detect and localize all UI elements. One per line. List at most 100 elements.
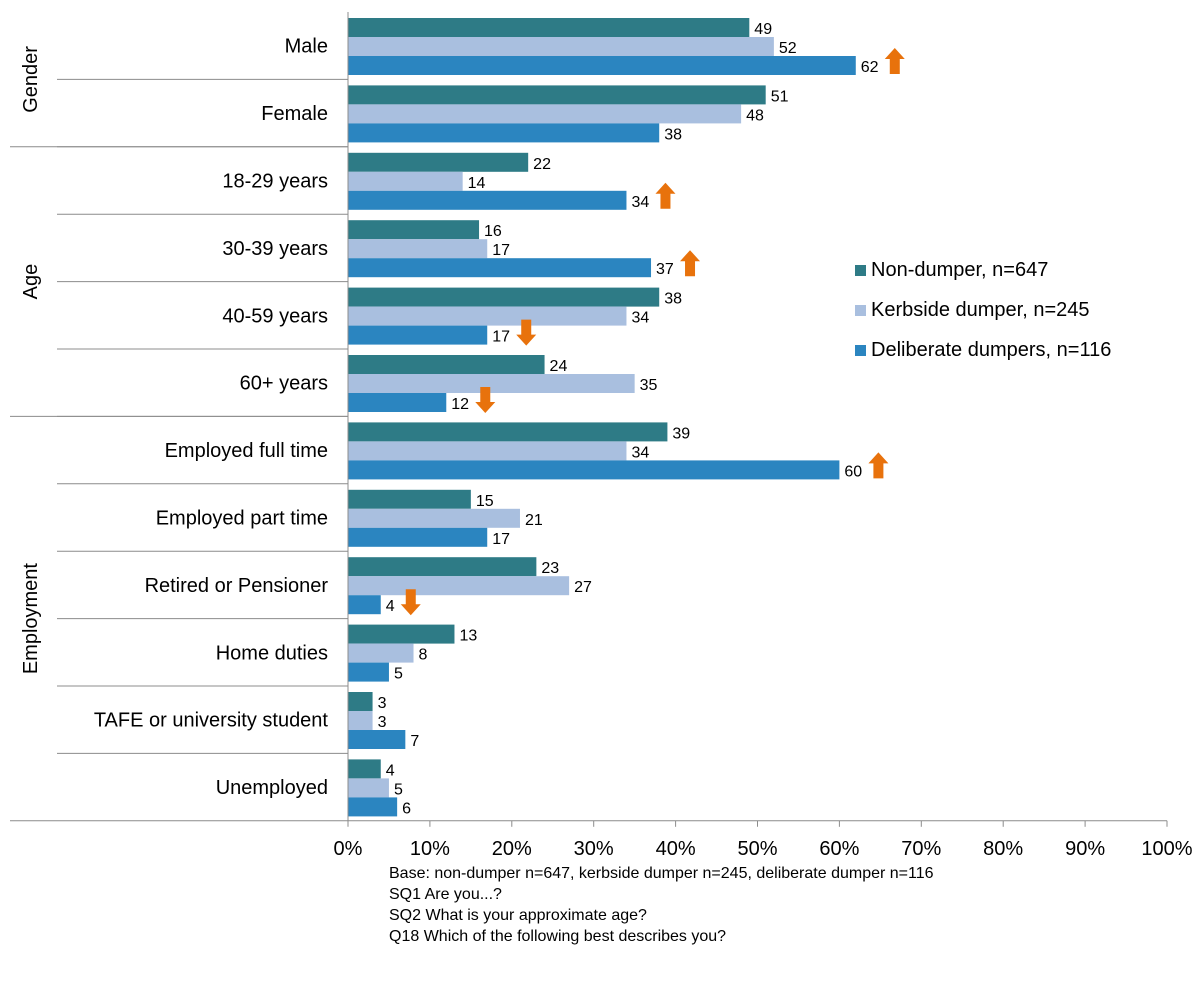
data-label-40-59-years-non-dumper: 38: [664, 291, 682, 308]
data-label-female-kerbside-dumper: 48: [746, 107, 764, 124]
data-label-home-duties-kerbside-dumper: 8: [419, 647, 428, 664]
data-label-unemployed-deliberate-dumpers: 6: [402, 800, 411, 817]
bar-18-29-years-kerbside-dumper: [348, 171, 463, 191]
bar-60-years-deliberate-dumpers: [348, 393, 447, 412]
bar-30-39-years-kerbside-dumper: [348, 239, 488, 259]
legend-label-deliberate-dumpers: Deliberate dumpers, n=116: [871, 338, 1112, 361]
legend-item-deliberate-dumpers: Deliberate dumpers, n=116: [855, 330, 1111, 370]
bar-home-duties-non-dumper: [348, 624, 455, 644]
arrow-down-icon: [516, 319, 537, 346]
bar-40-59-years-kerbside-dumper: [348, 306, 627, 326]
bar-retired-or-pensioner-non-dumper: [348, 557, 537, 577]
bar-female-deliberate-dumpers: [348, 123, 660, 143]
category-label-unemployed: Unemployed: [216, 777, 328, 799]
bar-employed-part-time-non-dumper: [348, 489, 471, 509]
bar-employed-part-time-deliberate-dumpers: [348, 527, 488, 547]
bar-employed-full-time-kerbside-dumper: [348, 441, 627, 461]
data-label-retired-or-pensioner-non-dumper: 23: [541, 560, 559, 577]
arrow-up-icon: [884, 48, 905, 74]
x-tick-label: 50%: [737, 838, 777, 860]
data-label-home-duties-deliberate-dumpers: 5: [394, 666, 403, 683]
category-label-retired-or-pensioner: Retired or Pensioner: [145, 575, 329, 597]
x-tick-label: 100%: [1141, 838, 1192, 860]
data-label-employed-part-time-non-dumper: 15: [476, 493, 494, 510]
arrow-up-icon: [680, 250, 701, 277]
data-label-30-39-years-non-dumper: 16: [484, 223, 502, 240]
bar-tafe-or-university-student-non-dumper: [348, 692, 373, 711]
footnotes: Base: non-dumper n=647, kerbside dumper …: [389, 863, 934, 947]
bar-male-kerbside-dumper: [348, 37, 774, 56]
x-tick-label: 80%: [983, 838, 1023, 860]
bar-tafe-or-university-student-deliberate-dumpers: [348, 730, 406, 749]
bar-retired-or-pensioner-deliberate-dumpers: [348, 595, 381, 615]
category-label-employed-part-time: Employed part time: [156, 508, 328, 530]
x-tick-label: 0%: [334, 838, 363, 860]
data-label-home-duties-non-dumper: 13: [459, 628, 477, 645]
data-label-employed-part-time-deliberate-dumpers: 17: [492, 531, 510, 548]
category-label-40-59-years: 40-59 years: [222, 305, 328, 327]
arrow-up-icon: [868, 452, 889, 479]
data-label-60-years-kerbside-dumper: 35: [640, 377, 658, 394]
bar-tafe-or-university-student-kerbside-dumper: [348, 711, 373, 730]
data-label-retired-or-pensioner-deliberate-dumpers: 4: [386, 598, 395, 615]
x-tick-label: 60%: [819, 838, 859, 860]
legend-label-non-dumper: Non-dumper, n=647: [871, 258, 1049, 281]
bar-60-years-non-dumper: [348, 355, 545, 374]
category-label-female: Female: [261, 103, 328, 125]
bar-male-non-dumper: [348, 18, 750, 37]
x-tick-label: 30%: [574, 838, 614, 860]
bar-unemployed-non-dumper: [348, 759, 381, 779]
bar-male-deliberate-dumpers: [348, 56, 856, 75]
bar-home-duties-deliberate-dumpers: [348, 662, 389, 682]
data-label-male-kerbside-dumper: 52: [779, 40, 797, 57]
arrow-up-icon: [655, 182, 676, 209]
legend-item-non-dumper: Non-dumper, n=647: [855, 250, 1111, 290]
data-label-employed-full-time-kerbside-dumper: 34: [631, 444, 649, 461]
bar-home-duties-kerbside-dumper: [348, 643, 414, 663]
legend-swatch-non-dumper: [855, 264, 866, 276]
x-tick-label: 10%: [410, 838, 450, 860]
category-label-60-years: 60+ years: [240, 373, 328, 395]
data-label-male-deliberate-dumpers: 62: [861, 59, 879, 76]
x-tick-label: 20%: [492, 838, 532, 860]
group-label-employment: Employment: [20, 563, 42, 675]
bar-employed-full-time-deliberate-dumpers: [348, 460, 840, 480]
data-label-unemployed-non-dumper: 4: [386, 762, 395, 779]
data-label-employed-full-time-deliberate-dumpers: 60: [844, 463, 862, 480]
data-label-female-non-dumper: 51: [771, 88, 789, 105]
group-label-age: Age: [20, 264, 42, 300]
bar-30-39-years-non-dumper: [348, 220, 480, 240]
data-label-18-29-years-kerbside-dumper: 14: [468, 175, 486, 192]
bar-retired-or-pensioner-kerbside-dumper: [348, 576, 570, 596]
bar-unemployed-deliberate-dumpers: [348, 797, 398, 817]
arrow-down-icon: [400, 589, 421, 616]
data-label-30-39-years-kerbside-dumper: 17: [492, 242, 510, 259]
bar-18-29-years-deliberate-dumpers: [348, 190, 627, 210]
x-tick-label: 40%: [656, 838, 696, 860]
data-label-60-years-deliberate-dumpers: 12: [451, 396, 469, 413]
data-label-18-29-years-deliberate-dumpers: 34: [631, 194, 649, 211]
data-label-employed-full-time-non-dumper: 39: [672, 425, 690, 442]
legend: Non-dumper, n=647 Kerbside dumper, n=245…: [855, 250, 1111, 370]
data-label-tafe-or-university-student-non-dumper: 3: [378, 695, 387, 712]
category-label-home-duties: Home duties: [216, 642, 328, 664]
bar-employed-full-time-non-dumper: [348, 422, 668, 442]
footnote-sq2: SQ2 What is your approximate age?: [389, 907, 647, 924]
legend-item-kerbside-dumper: Kerbside dumper, n=245: [855, 290, 1111, 330]
bar-employed-part-time-kerbside-dumper: [348, 508, 520, 528]
x-tick-label: 70%: [901, 838, 941, 860]
x-tick-label: 90%: [1065, 838, 1105, 860]
category-label-male: Male: [285, 36, 328, 58]
bar-female-non-dumper: [348, 85, 766, 105]
bar-30-39-years-deliberate-dumpers: [348, 258, 652, 278]
data-label-male-non-dumper: 49: [754, 21, 772, 38]
bar-40-59-years-deliberate-dumpers: [348, 325, 488, 345]
category-label-employed-full-time: Employed full time: [165, 440, 328, 462]
category-label-18-29-years: 18-29 years: [222, 171, 328, 193]
bar-40-59-years-non-dumper: [348, 287, 660, 307]
data-label-tafe-or-university-student-kerbside-dumper: 3: [378, 714, 387, 731]
arrow-down-icon: [475, 387, 496, 413]
bar-60-years-kerbside-dumper: [348, 374, 635, 393]
bar-18-29-years-non-dumper: [348, 152, 529, 172]
